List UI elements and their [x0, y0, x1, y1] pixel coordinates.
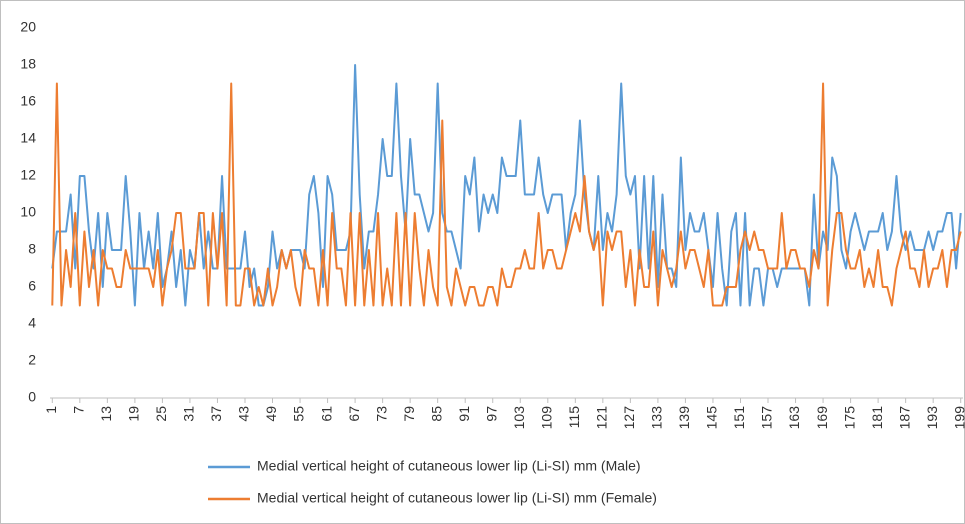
- x-tick-label: 37: [208, 406, 224, 422]
- x-tick-label: 103: [511, 406, 527, 430]
- x-tick-label: 13: [98, 406, 114, 422]
- x-tick-label: 7: [71, 406, 87, 414]
- x-tick-label: 133: [649, 406, 665, 430]
- y-tick-label: 18: [20, 56, 36, 72]
- x-tick-label: 19: [126, 406, 142, 422]
- x-tick-label: 169: [814, 406, 830, 430]
- series-line: [51, 64, 962, 307]
- y-tick-label: 8: [28, 241, 36, 257]
- x-tick-label: 115: [566, 406, 582, 429]
- x-tick-label: 1: [43, 406, 59, 414]
- x-tick-label: 127: [621, 406, 637, 430]
- x-tick-label: 67: [346, 406, 362, 422]
- y-tick-label: 2: [28, 352, 36, 368]
- x-tick-label: 55: [291, 406, 307, 422]
- x-tick-label: 25: [153, 406, 169, 422]
- x-tick-label: 175: [841, 406, 857, 430]
- x-tick-label: 85: [428, 406, 444, 422]
- y-tick-label: 10: [20, 204, 36, 220]
- x-tick-label: 49: [263, 406, 279, 422]
- x-tick-label: 151: [731, 406, 747, 430]
- legend-label: Medial vertical height of cutaneous lowe…: [257, 490, 657, 506]
- y-tick-label: 0: [28, 389, 36, 405]
- series-line: [51, 82, 962, 307]
- x-tick-label: 91: [456, 406, 472, 422]
- x-tick-label: 193: [924, 406, 940, 430]
- x-tick-label: 139: [676, 406, 692, 430]
- y-tick-label: 6: [28, 278, 36, 294]
- x-tick-label: 61: [318, 406, 334, 422]
- y-tick-label: 14: [20, 130, 36, 146]
- y-tick-label: 4: [28, 315, 36, 331]
- x-tick-label: 163: [786, 406, 802, 430]
- x-tick-label: 121: [594, 406, 610, 430]
- y-tick-label: 16: [20, 93, 36, 109]
- x-tick-label: 109: [538, 406, 554, 430]
- legend-label: Medial vertical height of cutaneous lowe…: [257, 458, 641, 474]
- x-tick-label: 199: [951, 406, 965, 430]
- y-tick-label: 20: [20, 19, 36, 35]
- x-tick-label: 181: [869, 406, 885, 430]
- y-tick-label: 12: [20, 167, 36, 183]
- x-tick-label: 187: [896, 406, 912, 430]
- x-tick-label: 43: [236, 406, 252, 422]
- x-tick-label: 157: [759, 406, 775, 430]
- x-tick-label: 73: [373, 406, 389, 422]
- x-tick-label: 145: [704, 406, 720, 430]
- x-tick-label: 79: [401, 406, 417, 422]
- x-tick-label: 97: [483, 406, 499, 422]
- x-tick-label: 31: [181, 406, 197, 422]
